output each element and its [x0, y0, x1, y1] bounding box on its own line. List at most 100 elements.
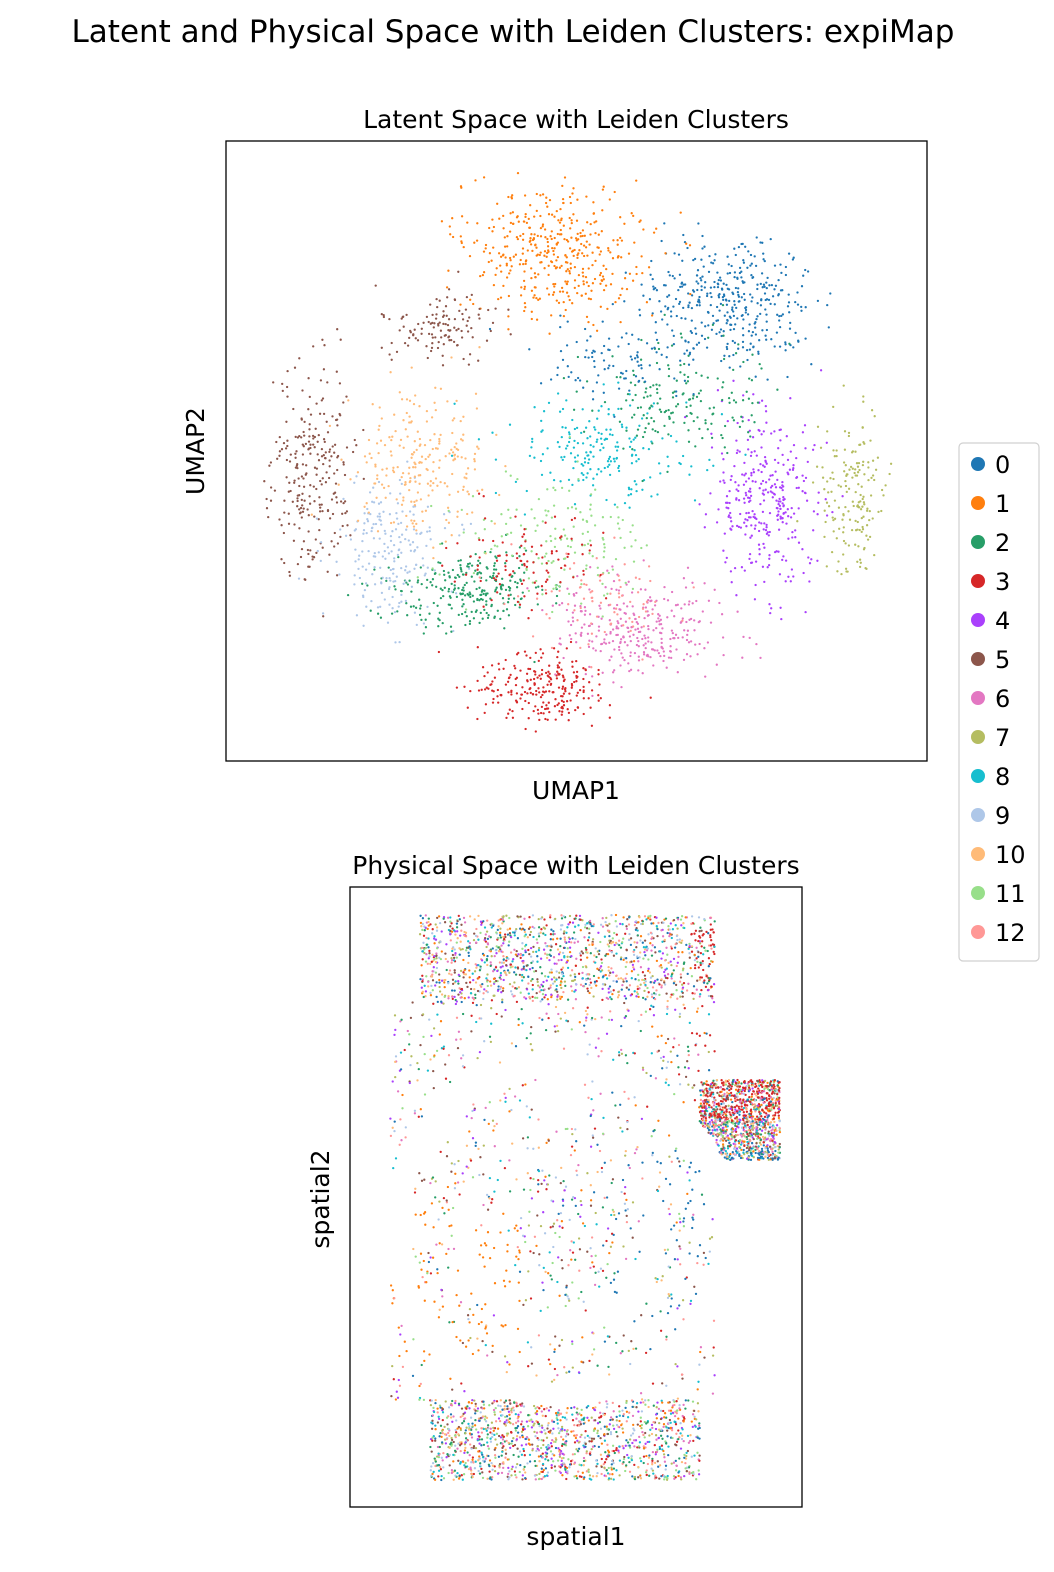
latent-point — [283, 499, 286, 502]
latent-point — [488, 327, 492, 331]
physical-point — [427, 946, 430, 949]
physical-point — [588, 1043, 591, 1046]
latent-point — [773, 430, 776, 433]
latent-point — [263, 480, 266, 483]
latent-point — [603, 546, 606, 549]
latent-point — [816, 559, 819, 562]
latent-point — [523, 595, 526, 598]
latent-point — [544, 717, 547, 721]
latent-point — [842, 461, 846, 464]
latent-point — [737, 293, 740, 297]
latent-point — [693, 499, 697, 502]
physical-point — [585, 1470, 589, 1473]
latent-point — [394, 588, 397, 591]
latent-point — [679, 359, 682, 362]
latent-point — [517, 651, 520, 655]
physical-point — [486, 1354, 489, 1357]
latent-point — [376, 515, 379, 518]
latent-point — [775, 550, 778, 553]
physical-point — [774, 1149, 777, 1153]
latent-point — [569, 262, 572, 265]
latent-point — [361, 594, 365, 597]
physical-point — [486, 1441, 489, 1444]
latent-point — [316, 549, 319, 553]
latent-point — [592, 201, 595, 204]
physical-point — [559, 924, 563, 927]
latent-point — [650, 648, 654, 651]
latent-point — [550, 561, 553, 564]
physical-point — [524, 997, 528, 1000]
latent-point — [739, 512, 742, 516]
latent-point — [601, 209, 604, 212]
latent-point — [313, 515, 316, 518]
latent-point — [755, 317, 758, 321]
latent-point — [587, 458, 591, 461]
latent-point — [607, 413, 610, 416]
latent-point — [749, 454, 753, 458]
physical-point — [584, 1430, 587, 1433]
latent-point — [845, 473, 848, 476]
latent-point — [741, 313, 744, 317]
physical-point — [399, 1051, 403, 1054]
latent-point — [408, 579, 411, 582]
physical-point — [647, 1399, 650, 1402]
latent-point — [764, 528, 768, 532]
physical-point — [552, 1427, 555, 1430]
latent-point — [545, 196, 548, 199]
physical-point — [506, 1250, 509, 1253]
physical-point — [447, 1208, 450, 1211]
latent-point — [618, 596, 621, 599]
latent-point — [462, 415, 465, 418]
latent-point — [816, 513, 819, 516]
latent-point — [623, 377, 626, 380]
latent-point — [635, 272, 638, 276]
latent-point — [464, 457, 467, 460]
latent-point — [685, 405, 688, 409]
latent-point — [492, 576, 496, 580]
latent-point — [686, 380, 690, 383]
latent-point — [387, 552, 391, 555]
latent-point — [570, 506, 574, 509]
physical-point — [458, 987, 461, 990]
latent-point — [779, 289, 783, 292]
latent-point — [797, 507, 800, 510]
latent-point — [296, 499, 299, 503]
latent-point — [457, 559, 460, 563]
latent-point — [616, 239, 619, 242]
latent-point — [555, 259, 558, 262]
physical-point — [424, 995, 427, 998]
latent-point — [462, 528, 466, 531]
latent-point — [567, 603, 570, 606]
latent-point — [487, 614, 490, 617]
latent-point — [770, 283, 774, 287]
latent-point — [575, 680, 578, 683]
latent-point — [549, 534, 552, 538]
latent-point — [448, 576, 451, 579]
latent-point — [760, 522, 763, 525]
latent-point — [581, 229, 585, 232]
latent-point — [319, 559, 322, 563]
physical-point — [603, 1425, 606, 1428]
physical-point — [574, 1258, 577, 1261]
latent-point — [529, 656, 532, 660]
latent-point — [749, 435, 752, 438]
physical-point — [526, 1341, 530, 1344]
latent-point — [375, 496, 378, 499]
latent-point — [633, 480, 636, 483]
latent-point — [641, 488, 644, 491]
latent-point — [472, 302, 475, 306]
physical-point — [738, 1113, 741, 1116]
physical-point — [540, 1477, 543, 1481]
physical-point — [776, 1144, 779, 1148]
latent-point — [540, 656, 543, 659]
latent-point — [408, 570, 411, 573]
latent-point — [484, 243, 488, 247]
latent-point — [321, 546, 324, 549]
latent-point — [609, 632, 612, 635]
physical-point — [477, 1322, 481, 1326]
physical-point — [427, 985, 430, 988]
latent-point — [487, 308, 490, 312]
latent-point — [730, 581, 733, 584]
latent-point — [544, 671, 548, 675]
latent-point — [807, 556, 810, 559]
